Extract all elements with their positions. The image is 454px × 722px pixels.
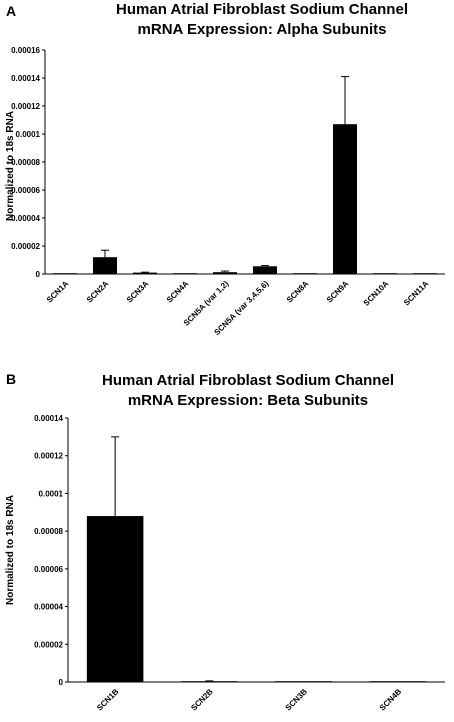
chart-b-bar-scn1b	[86, 516, 144, 682]
chart-b-y-tick-label: 0.00012	[34, 452, 63, 461]
chart-b-y-tick-label: 0.00014	[34, 414, 63, 423]
chart-a-y-tick-label: 0	[36, 270, 41, 279]
chart-b-error-bars	[111, 436, 214, 682]
chart-b-bar-scn4b	[369, 681, 427, 682]
chart-a-category-label: SCN8A	[285, 279, 311, 305]
chart-b-bar-scn2b	[181, 681, 238, 682]
chart-a-error-bars	[101, 76, 349, 273]
chart-a-bar-scn10a	[373, 273, 397, 274]
chart-a-title-line-2: mRNA Expression: Alpha Subunits	[138, 21, 387, 38]
chart-b-title-line-1: Human Atrial Fibroblast Sodium Channel	[102, 372, 394, 389]
panel-label-a: A	[6, 3, 16, 19]
chart-b-bar-scn3b	[275, 681, 332, 682]
chart-a-bar-scn9a	[333, 124, 357, 274]
chart-a-category-label: SCN2A	[85, 279, 111, 305]
chart-b-bars	[86, 516, 427, 682]
chart-a-bar-scn1a	[53, 273, 77, 274]
chart-b-category-label: SCN1B	[95, 687, 121, 713]
chart-a-category-label: SCN4A	[165, 279, 191, 305]
chart-a-y-tick-label: 0.0001	[16, 130, 41, 139]
chart-a-y-tick-label: 0.00014	[11, 74, 40, 83]
chart-b-category-labels: SCN1B SCN2B SCN3B SCN4B	[95, 687, 403, 713]
chart-a-bar-scn4a	[173, 273, 197, 274]
chart-b-y-axis-label: Normalized to 18s RNA	[5, 495, 16, 605]
chart-b-y-tick-label: 0	[59, 678, 64, 687]
chart-a-y-axis-label: Normalized to 18s RNA	[5, 111, 16, 221]
chart-panel-a: A Human Atrial Fibroblast Sodium Channel…	[5, 1, 445, 337]
chart-a-bars	[53, 124, 437, 274]
chart-a-y-tick-label: 0.00002	[11, 242, 40, 251]
chart-a-bar-scn5a-var-3-4-5-6	[253, 266, 277, 274]
chart-a-y-tick-label: 0.00004	[11, 214, 40, 223]
chart-a-y-tick-label: 0.00016	[11, 46, 40, 55]
chart-a-category-label: SCN9A	[325, 279, 351, 305]
panel-label-b: B	[6, 371, 16, 387]
chart-b-y-tick-label: 0.00006	[34, 565, 63, 574]
chart-a-y-tick-label: 0.00006	[11, 186, 40, 195]
chart-b-y-tick-label: 0.00004	[34, 603, 63, 612]
chart-a-category-label: SCN3A	[125, 279, 151, 305]
chart-b-y-tick-label: 0.00002	[34, 640, 63, 649]
chart-a-bar-scn8a	[293, 273, 317, 274]
chart-a-category-label: SCN1A	[45, 279, 71, 305]
chart-b-category-label: SCN4B	[378, 687, 404, 713]
chart-a-y-tick-label: 0.00008	[11, 158, 40, 167]
chart-a-y-ticks: 0 0.00002 0.00004 0.00006 0.00008 0.0001 0.000…	[11, 46, 45, 279]
chart-a-title-line-1: Human Atrial Fibroblast Sodium Channel	[116, 1, 408, 18]
chart-b-y-ticks: 0 0.00002 0.00004 0.00006 0.00008 0.0001 0.000…	[34, 414, 68, 687]
chart-a-category-label: SCN11A	[402, 279, 431, 308]
chart-a-bar-scn11a	[413, 273, 437, 274]
chart-a-category-label: SCN10A	[362, 279, 391, 308]
chart-b-y-tick-label: 0.00008	[34, 527, 63, 536]
chart-b-category-label: SCN2B	[189, 687, 215, 713]
chart-a-axes	[44, 50, 445, 275]
chart-b-category-label: SCN3B	[283, 687, 309, 713]
chart-panel-b: B Human Atrial Fibroblast Sodium Channel…	[5, 371, 445, 713]
chart-a-bar-scn5a-var-1-2	[213, 272, 237, 274]
chart-b-title-line-2: mRNA Expression: Beta Subunits	[128, 392, 368, 409]
chart-a-bar-scn2a	[93, 257, 117, 274]
chart-a-bar-scn3a	[133, 272, 157, 274]
chart-a-y-tick-label: 0.00012	[11, 102, 40, 111]
chart-b-y-tick-label: 0.0001	[39, 489, 64, 498]
